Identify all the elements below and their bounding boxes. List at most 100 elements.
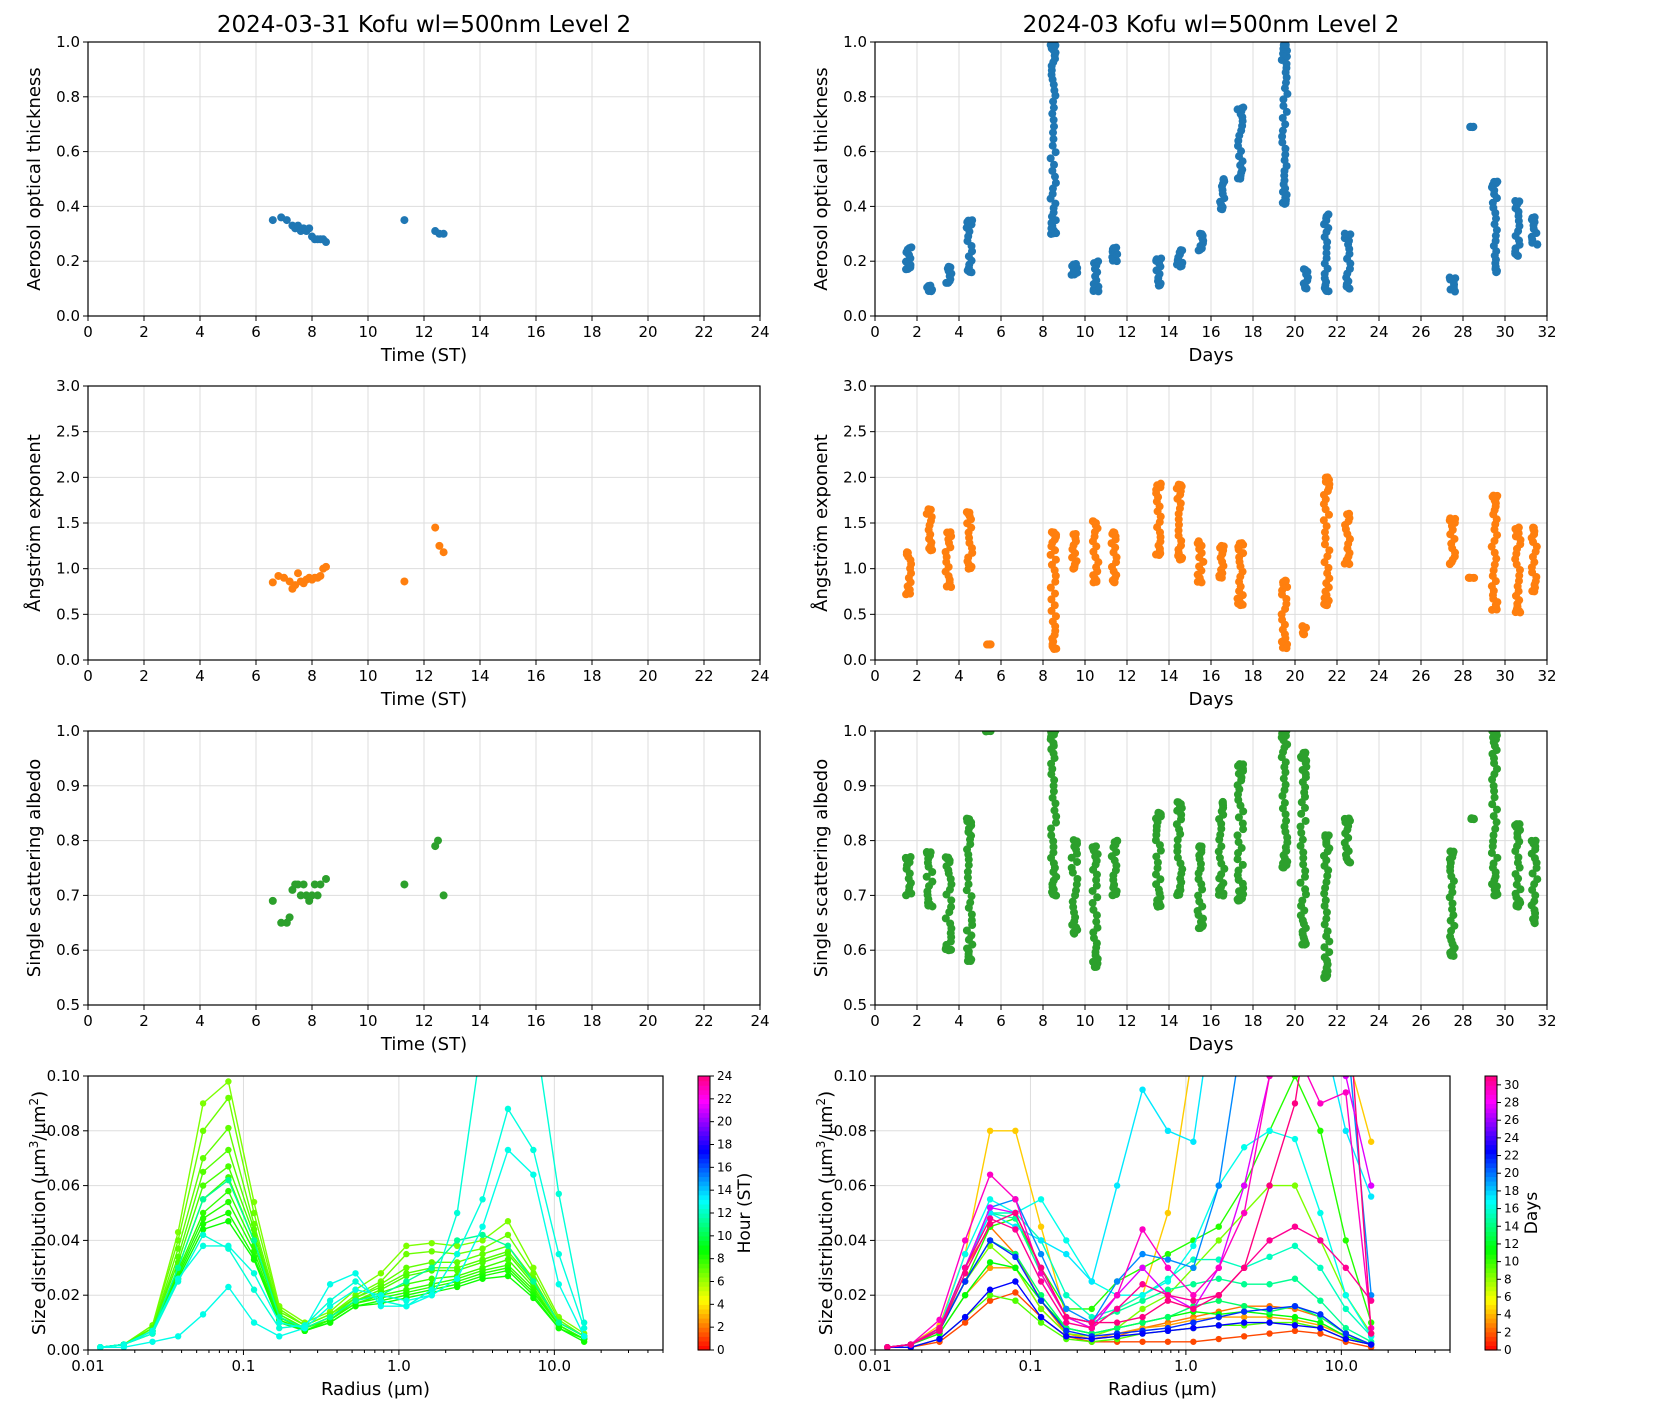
series-marker [1164, 1292, 1172, 1299]
series-marker [530, 1270, 537, 1277]
colorbar-segment [698, 1085, 710, 1091]
y-tick-label: 0.10 [834, 1067, 867, 1085]
series-marker [1241, 936, 1247, 942]
series-marker [504, 1267, 512, 1274]
colorbar-segment [1485, 1203, 1497, 1210]
x-tick-label: 2 [139, 323, 149, 341]
series-marker [479, 1196, 486, 1203]
x-tick-label: 6 [251, 667, 261, 685]
series-marker [1088, 1335, 1095, 1343]
colorbar-segment [698, 1153, 710, 1159]
data-point [1323, 473, 1332, 482]
series-marker [225, 1124, 232, 1132]
colorbar-label: Days [1522, 1192, 1542, 1235]
colorbar-segment [698, 1167, 710, 1173]
series-marker [1266, 1127, 1273, 1135]
series-marker [97, 1344, 104, 1350]
colorbar-segment [1485, 1080, 1497, 1086]
series-marker [149, 1327, 156, 1335]
series-marker [1317, 1324, 1324, 1332]
data-point [1278, 138, 1287, 147]
series-marker [1012, 1289, 1019, 1296]
series-marker [961, 1313, 969, 1321]
data-point [1322, 908, 1331, 917]
series-marker [1037, 1297, 1045, 1304]
plot-area [884, 936, 1375, 1350]
y-tick-label: 1.0 [56, 560, 80, 578]
data-point [947, 896, 956, 905]
series-marker [555, 1319, 562, 1326]
data-point [1151, 870, 1160, 879]
data-point [1296, 841, 1305, 850]
series-marker [1139, 1338, 1146, 1345]
y-tick-label: 0.5 [843, 996, 867, 1014]
colorbar-tick-label: 6 [717, 1275, 725, 1289]
data-point [986, 731, 995, 736]
data-point [1195, 842, 1204, 851]
series-marker [1164, 1297, 1172, 1304]
colorbar-segment [1485, 1213, 1497, 1219]
series-marker [1063, 1305, 1070, 1313]
data-point [1299, 848, 1308, 857]
x-tick-label: 18 [1243, 667, 1262, 685]
data-point [296, 891, 305, 900]
colorbar-segment [698, 1190, 710, 1196]
series-marker [225, 1283, 232, 1291]
series-marker [479, 1223, 486, 1230]
data-point [1088, 899, 1097, 908]
series-marker [1139, 1313, 1146, 1321]
y-tick-label: 1.5 [56, 514, 80, 532]
data-point [1173, 842, 1182, 851]
x-tick-label: 26 [1411, 323, 1430, 341]
series-marker [1164, 1264, 1172, 1272]
series-marker [1317, 1264, 1324, 1272]
y-tick-label: 0.0 [843, 307, 867, 325]
data-point [1052, 818, 1061, 827]
series-marker [1291, 1100, 1299, 1107]
data-point [1511, 197, 1520, 206]
series-marker [1139, 1086, 1146, 1093]
data-point [1217, 842, 1226, 851]
series-marker [1088, 1305, 1095, 1313]
y-tick-label: 0.5 [56, 605, 80, 623]
series-marker [1367, 1182, 1375, 1189]
series-marker [377, 1292, 385, 1299]
colorbar-segment [698, 1226, 710, 1232]
colorbar-label: Hour (ST) [735, 1173, 755, 1254]
x-tick-label: 16 [526, 323, 545, 341]
data-point [1174, 480, 1183, 489]
series-marker [1012, 1264, 1019, 1272]
x-tick-label: 6 [251, 1012, 261, 1030]
data-point [1489, 859, 1498, 868]
axes-frame [874, 730, 1548, 1006]
series-marker [1342, 1264, 1349, 1272]
data-point [1446, 514, 1455, 523]
data-point [1051, 148, 1060, 157]
series-line [97, 1218, 588, 1350]
data-point [928, 877, 937, 886]
x-axis-label: Days [1189, 345, 1234, 366]
colorbar-segment [1485, 1089, 1497, 1095]
x-tick-label: 0 [870, 667, 880, 685]
series-marker [403, 1250, 410, 1258]
x-tick-label: 4 [954, 1012, 964, 1030]
series-marker [1291, 1182, 1299, 1189]
colorbar-segment [698, 1217, 710, 1223]
series-marker [504, 1272, 512, 1280]
y-tick-label: 3.0 [843, 377, 867, 395]
data-point [316, 880, 325, 889]
data-point [1051, 589, 1060, 598]
data-point [1048, 793, 1057, 802]
x-tick-label: 18 [582, 323, 601, 341]
series-marker [1291, 1313, 1299, 1321]
x-tick-label: 16 [1201, 1012, 1220, 1030]
colorbar-segment [1485, 1345, 1497, 1351]
data-point [1297, 828, 1306, 837]
series-marker [961, 1270, 969, 1277]
data-point [1051, 178, 1060, 187]
data-point [1279, 774, 1288, 783]
data-point [1050, 601, 1059, 610]
series-marker [174, 1275, 182, 1282]
data-point [1282, 731, 1291, 735]
series-marker [986, 1196, 994, 1203]
